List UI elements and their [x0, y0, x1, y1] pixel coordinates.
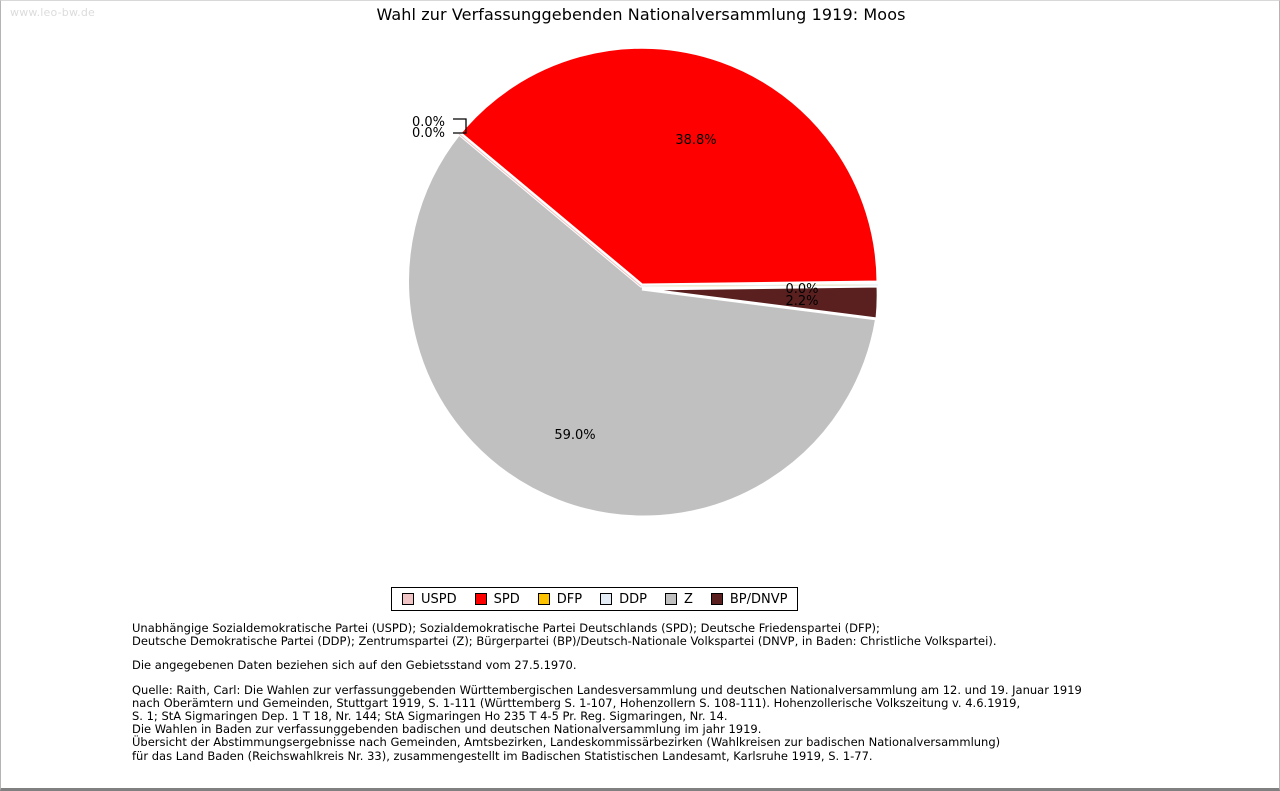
chart-legend: USPD SPD DFP DDP Z BP/DNVP: [391, 587, 799, 611]
slice-label-left-zero-bottom: 0.0%: [412, 126, 445, 141]
footnote-source-line-4: Die Wahlen in Baden zur verfassunggebend…: [132, 722, 762, 737]
legend-label-ddp: DDP: [619, 591, 647, 607]
footnote-parties: Unabhängige Sozialdemokratische Partei (…: [132, 621, 1192, 649]
slice-label-bp-dnvp: 2.2%: [785, 294, 818, 309]
footnote-territory-line-1: Die angegebenen Daten beziehen sich auf …: [132, 658, 577, 673]
legend-swatch-bp-dnvp: [710, 593, 723, 605]
slice-label-spd: 38.8%: [675, 133, 716, 148]
legend-label-uspd: USPD: [421, 591, 457, 607]
footnote-parties-line-2: Deutsche Demokratische Partei (DDP); Zen…: [132, 634, 997, 649]
footnote-source-line-1: Quelle: Raith, Carl: Die Wahlen zur verf…: [132, 682, 1082, 697]
footnote-source-line-3: S. 1; StA Sigmaringen Dep. 1 T 18, Nr. 1…: [132, 709, 728, 724]
footnote-parties-line-1: Unabhängige Sozialdemokratische Partei (…: [132, 621, 880, 635]
footnote-source-line-5: Übersicht der Abstimmungsergebnisse nach…: [132, 735, 1001, 750]
pie-slice-uspd[interactable]: [458, 133, 642, 287]
pie-slice-spd[interactable]: [457, 45, 880, 287]
pie-slice-ddp[interactable]: [640, 284, 879, 287]
legend-item-spd[interactable]: SPD: [474, 591, 520, 607]
legend-label-z: Z: [683, 591, 693, 607]
leader-line-left-zeros: [453, 118, 467, 134]
site-watermark: www.leo-bw.de: [10, 6, 96, 19]
footnotes: Unabhängige Sozialdemokratische Partei (…: [132, 621, 1192, 763]
legend-label-spd: SPD: [493, 591, 520, 607]
chart-title: Wahl zur Verfassunggebenden Nationalvers…: [376, 5, 906, 24]
pie-chart-svg: 0.0% 0.0% 38.8% 59.0% 0.0% 2.2%: [406, 45, 881, 519]
legend-swatch-ddp: [600, 593, 613, 605]
footnote-source-line-2: nach Oberämtern und Gemeinden, Stuttgart…: [132, 695, 1021, 710]
legend-item-uspd[interactable]: USPD: [402, 592, 457, 607]
footnote-territory: Die angegebenen Daten beziehen sich auf …: [132, 659, 1192, 672]
footnote-source: Quelle: Raith, Carl: Die Wahlen zur verf…: [132, 682, 1192, 763]
pie-slice-z[interactable]: [406, 131, 881, 519]
footnote-source-line-6: für das Land Baden (Reichswahlkreis Nr. …: [132, 748, 873, 763]
legend-swatch-dfp: [537, 593, 550, 605]
slice-label-z: 59.0%: [554, 428, 595, 443]
pie-slice-bp-dnvp[interactable]: [641, 284, 880, 321]
legend-label-bp-dnvp: BP/DNVP: [729, 591, 788, 607]
slice-label-left-zero-top: 0.0%: [412, 115, 445, 130]
legend-label-dfp: DFP: [556, 591, 583, 607]
legend-item-z[interactable]: Z: [664, 591, 693, 607]
legend-item-ddp[interactable]: DDP: [600, 592, 647, 607]
legend-swatch-z: [664, 593, 677, 605]
legend-swatch-spd: [474, 593, 487, 605]
legend-item-dfp[interactable]: DFP: [537, 591, 583, 607]
legend-swatch-uspd: [402, 593, 414, 605]
legend-item-bp-dnvp[interactable]: BP/DNVP: [710, 591, 788, 607]
pie-chart-area: 0.0% 0.0% 38.8% 59.0% 0.0% 2.2%: [1, 1, 1280, 571]
slice-label-right-zero: 0.0%: [785, 282, 818, 297]
